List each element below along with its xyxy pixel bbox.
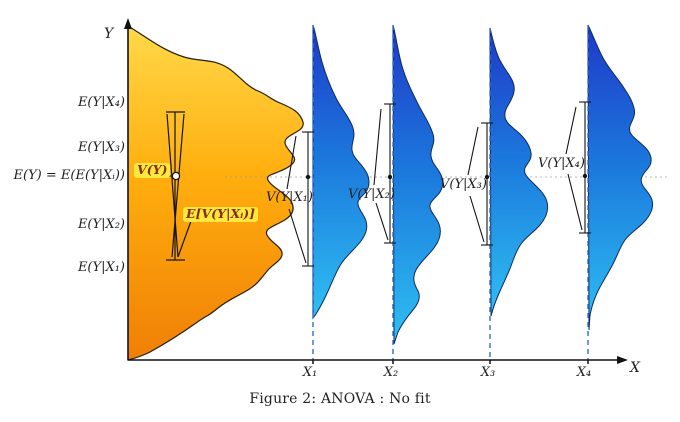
x-axis-label: X: [630, 360, 640, 376]
label-conditional-variance-x4: V(Y|X₄): [538, 156, 585, 171]
conditional-distribution-x4: [587, 24, 654, 331]
mean-marker-circle: [171, 171, 181, 181]
label-conditional-variance-x2: V(Y|X₂): [348, 187, 395, 202]
label-conditional-variance-x1: V(Y|X₁): [266, 190, 313, 205]
conditional-distribution-x1: [312, 24, 370, 320]
label-expected-conditional-variance: E[V(Y|Xᵢ)]: [183, 207, 259, 222]
label-conditional-mean-x4: E(Y|X₄): [77, 95, 125, 110]
marginal-distribution-shape: [127, 24, 304, 361]
x-tick-x4: X₄: [576, 365, 592, 380]
label-conditional-variance-x3: V(Y|X₃): [440, 177, 487, 192]
conditional-variance-bracket-x3: [467, 122, 493, 246]
conditional-variance-bracket-x4: [565, 101, 591, 234]
x-tick-x2: X₂: [383, 365, 399, 380]
conditional-distribution-x3: [489, 27, 549, 317]
conditional-distribution-x2: [392, 24, 444, 345]
label-total-variance: V(Y): [134, 163, 171, 178]
y-axis-label: Y: [104, 26, 114, 42]
label-conditional-mean-x3: E(Y|X₃): [77, 140, 125, 155]
x-tick-x3: X₃: [480, 365, 496, 380]
label-overall-mean: E(Y) = E(E(Y|Xᵢ)): [13, 168, 125, 183]
conditional-variance-bracket-x1: [286, 131, 314, 267]
x-axis-arrow-icon: [617, 356, 628, 364]
y-axis-arrow-icon: [124, 18, 132, 29]
x-tick-x1: X₁: [302, 365, 318, 380]
axes: [127, 26, 620, 364]
dashed-section-lines: [312, 25, 589, 360]
figure-caption: Figure 2: ANOVA : No fit: [249, 391, 431, 407]
label-conditional-mean-x2: E(Y|X₂): [77, 217, 125, 232]
label-conditional-mean-x1: E(Y|X₁): [77, 260, 125, 275]
conditional-variance-bracket-x2: [373, 103, 396, 244]
